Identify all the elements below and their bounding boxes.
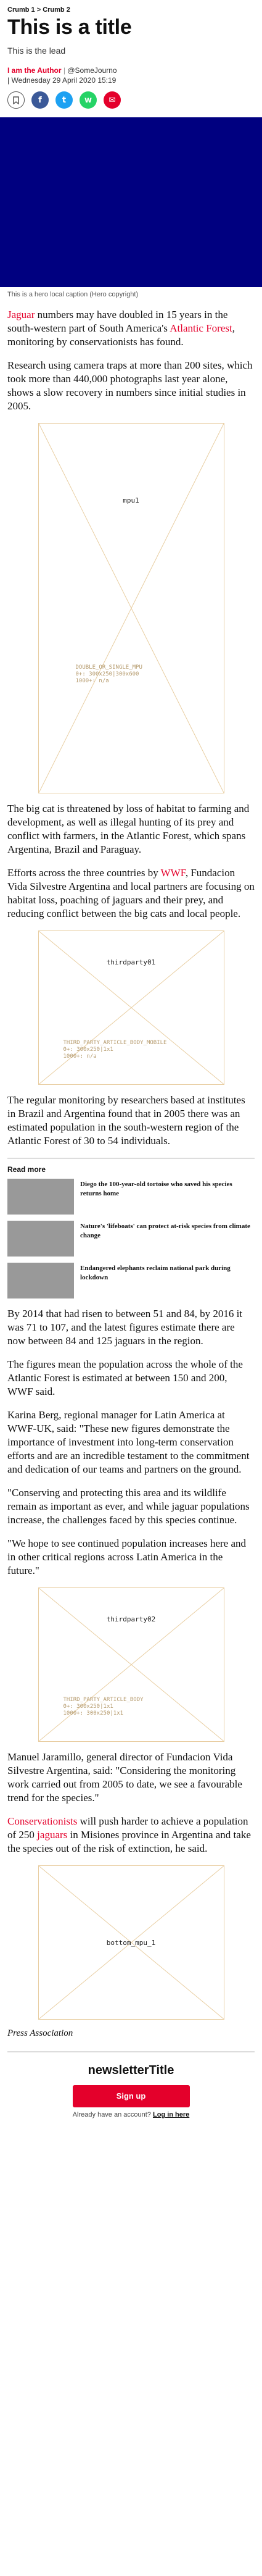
paragraph-text: numbers may have doubled in 15 years in … [7,309,228,334]
breadcrumb-separator: > [36,6,41,14]
facebook-share-button[interactable]: f [31,91,49,109]
hero-caption: This is a hero local caption (Hero copyr… [7,291,139,298]
link-atlantic-forest[interactable]: Atlantic Forest [170,322,232,334]
bookmark-icon [13,96,19,104]
read-more-heading: Read more [7,1165,46,1174]
read-more-title: Diego the 100-year-old tortoise who save… [80,1181,232,1197]
paragraph: Conservationists will push harder to ach… [7,1815,255,1855]
paragraph: The figures mean the population across t… [7,1358,243,1397]
paragraph-text: , monitoring by conservationists has fou… [7,322,235,348]
bookmark-button[interactable] [7,91,25,109]
paragraph: Efforts across the three countries by WW… [7,866,255,921]
ad-slot-label: mpu1 [123,496,139,504]
email-share-button[interactable]: ✉ [104,91,121,109]
link-conservationists[interactable]: Conservationists [7,1815,78,1827]
whatsapp-share-button[interactable]: w [80,91,97,109]
ad-slot-label: thirdparty01 [106,958,156,966]
paragraph-text: in Misiones province in Argentina and ta… [7,1829,251,1854]
email-icon: ✉ [108,95,116,105]
paragraph-text: Efforts across the three countries by [7,867,161,879]
read-more-title: Nature's 'lifeboats' can protect at-risk… [80,1223,250,1239]
ad-slot-label: bottom_mpu_1 [106,1939,156,1947]
byline-separator: | [63,66,66,75]
paragraph: The regular monitoring by researchers ba… [7,1094,245,1147]
login-prompt-text: Already have an account? [72,2111,151,2118]
share-bar: f t w ✉ [7,91,255,109]
signup-button[interactable]: Sign up [72,2085,190,2107]
paragraph-text: , Fundacion Vida Silvestre Argentina and… [7,867,255,919]
byline: I am the Author | @SomeJourno | Wednesda… [7,65,255,85]
newsletter-signup: newsletterTitle Sign up Already have an … [7,2051,255,2118]
read-more-thumbnail [7,1263,74,1298]
paragraph: "We hope to see continued population inc… [7,1537,246,1576]
link-wwf[interactable]: WWF [160,867,186,879]
breadcrumb-crumb-1[interactable]: Crumb 1 [7,6,35,14]
paragraph: "Conserving and protecting this area and… [7,1487,250,1526]
twitter-share-button[interactable]: t [55,91,73,109]
read-more-box: Read more Diego the 100-year-old tortois… [7,1158,255,1298]
link-jaguar[interactable]: Jaguar [7,309,35,320]
ad-slot-info: THIRD_PARTY_ARTICLE_BODY 0+: 300x250|1x1… [63,1697,144,1717]
paragraph: Research using camera traps at more than… [7,359,253,412]
article-credit: Press Association [7,2028,73,2038]
twitter-icon: t [62,95,67,105]
facebook-icon: f [38,95,42,105]
paragraph: Manuel Jaramillo, general director of Fu… [7,1751,242,1804]
publish-date: | Wednesday 29 April 2020 15:19 [7,76,117,85]
ad-slot-bottom-mpu-1[interactable]: bottom_mpu_1 [38,1865,224,2020]
read-more-thumbnail [7,1221,74,1257]
ad-slot-thirdparty01[interactable]: thirdparty01 THIRD_PARTY_ARTICLE_BODY_MO… [38,930,224,1085]
login-prompt: Already have an account? Log in here [7,2111,255,2118]
login-link[interactable]: Log in here [152,2111,190,2118]
breadcrumb: Crumb 1 > Crumb 2 [7,0,255,14]
author-handle[interactable]: @SomeJourno [67,66,117,75]
read-more-title: Endangered elephants reclaim national pa… [80,1265,231,1281]
ad-slot-label: thirdparty02 [106,1615,156,1623]
read-more-thumbnail [7,1179,74,1215]
ad-slot-mpu1[interactable]: mpu1 DOUBLE_OR_SINGLE_MPU 0+: 300x250|30… [38,423,224,793]
paragraph: By 2014 that had risen to between 51 and… [7,1308,243,1347]
ad-slot-thirdparty02[interactable]: thirdparty02 THIRD_PARTY_ARTICLE_BODY 0+… [38,1587,224,1742]
ad-placeholder-cross [38,1588,224,1741]
breadcrumb-crumb-2[interactable]: Crumb 2 [43,6,70,14]
ad-placeholder-cross [38,424,224,793]
link-jaguars[interactable]: jaguars [37,1829,68,1841]
read-more-item[interactable]: Endangered elephants reclaim national pa… [7,1263,255,1298]
newsletter-title: newsletterTitle [88,2064,174,2077]
page-title: This is a title [7,15,132,39]
ad-slot-info: THIRD_PARTY_ARTICLE_BODY_MOBILE 0+: 300x… [63,1040,167,1060]
paragraph: Jaguar numbers may have doubled in 15 ye… [7,308,255,349]
hero-image [0,117,262,287]
paragraph: The big cat is threatened by loss of hab… [7,803,250,855]
ad-placeholder-cross [38,931,224,1084]
paragraph: Karina Berg, regional manager for Latin … [7,1409,250,1475]
read-more-item[interactable]: Nature's 'lifeboats' can protect at-risk… [7,1221,255,1257]
article-body: Jaguar numbers may have doubled in 15 ye… [0,308,262,2118]
article-lead: This is the lead [7,46,66,56]
paragraph-text: will push harder to achieve a population… [7,1815,248,1841]
author-name[interactable]: I am the Author [7,66,62,75]
read-more-item[interactable]: Diego the 100-year-old tortoise who save… [7,1179,255,1215]
ad-slot-info: DOUBLE_OR_SINGLE_MPU 0+: 300x250|300x600… [75,664,142,684]
ad-placeholder-cross [38,1866,224,2019]
whatsapp-icon: w [84,95,92,105]
